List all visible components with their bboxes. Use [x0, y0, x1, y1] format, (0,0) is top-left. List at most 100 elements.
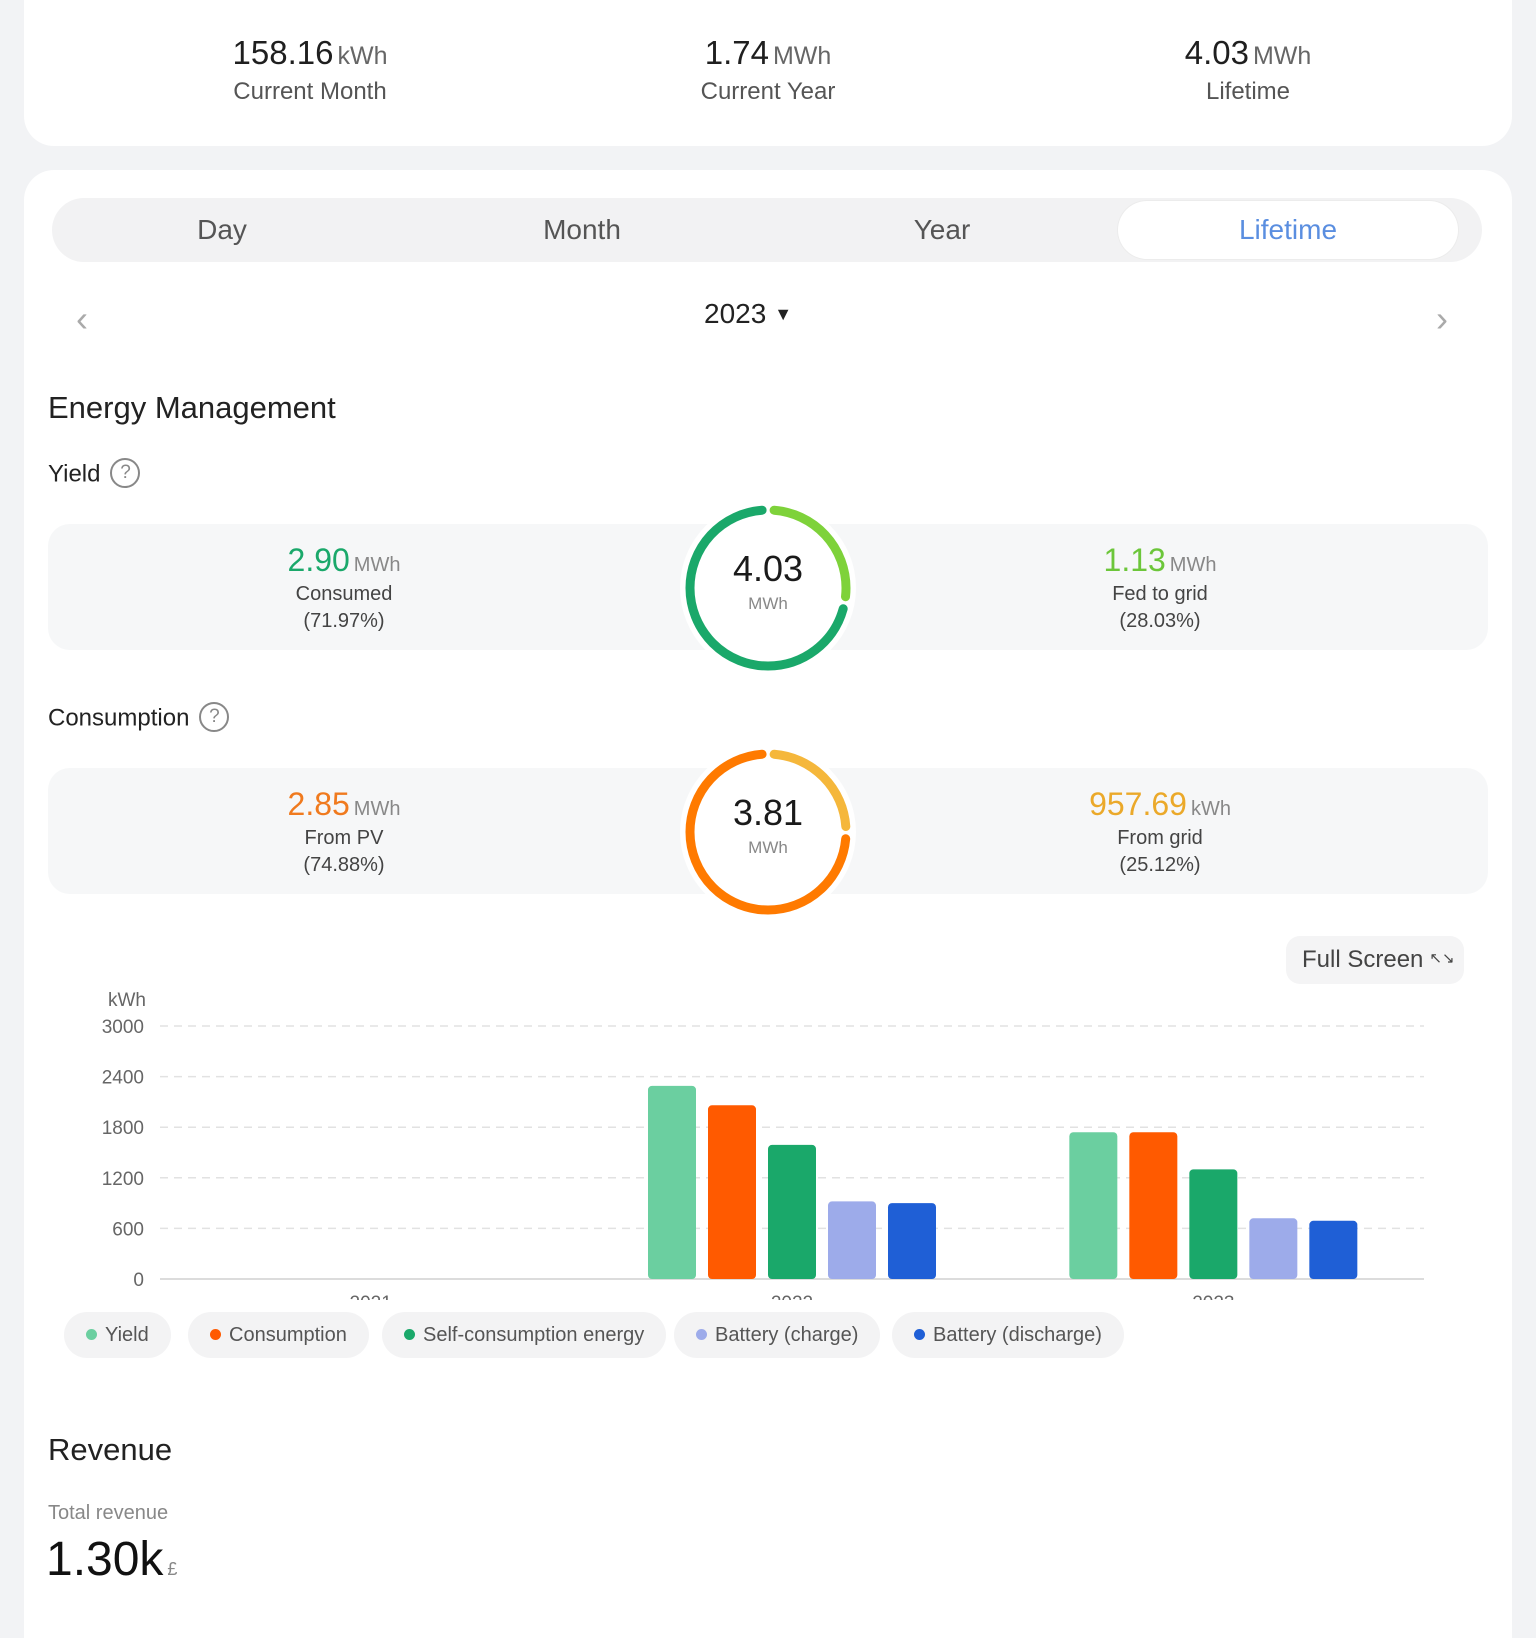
- bar-2023-4[interactable]: [1249, 1218, 1298, 1279]
- bar-2022-1[interactable]: [648, 1085, 696, 1279]
- yield-consumed-pct: (71.97%): [303, 610, 385, 632]
- full-screen-label: Full Screen: [1302, 946, 1424, 973]
- from-grid-label: From grid: [1117, 827, 1203, 849]
- main-card: Day Month Year Lifetime ‹ 2023 ▼ › Energy…: [24, 170, 1512, 1638]
- yield-fed-pct: (28.03%): [1119, 610, 1201, 632]
- energy-bar-chart: kWh 0 600 1200 1800 2400 3000 2021 2022 2023: [102, 990, 1424, 1300]
- caret-down-icon: ▼: [774, 304, 793, 324]
- consumption-from-pv: 2.85 MWh From PV (74.88%): [144, 786, 544, 877]
- tab-lifetime[interactable]: Lifetime: [1118, 201, 1458, 259]
- year-dropdown[interactable]: 2023 ▼: [704, 298, 792, 330]
- stat-label: Current Month: [233, 78, 387, 105]
- y-tick-label: 2400: [102, 1068, 144, 1089]
- chevron-right-icon[interactable]: ›: [1436, 298, 1448, 339]
- bar-2022-4[interactable]: [828, 1201, 876, 1279]
- stat-value: 158.16: [232, 34, 334, 71]
- donut-segment-right: [685, 505, 851, 671]
- chevron-left-icon[interactable]: ‹: [76, 298, 88, 339]
- legend-label: Yield: [105, 1324, 149, 1346]
- yield-fed-value: 1.13: [1103, 542, 1166, 578]
- tab-year[interactable]: Year: [913, 214, 971, 245]
- yield-fed-unit: MWh: [1169, 554, 1217, 576]
- revenue-title: Revenue: [48, 1432, 173, 1467]
- yield-donut-ring: [680, 500, 856, 676]
- energy-management-title: Energy Management: [48, 390, 336, 425]
- stat-lifetime[interactable]: 4.03 MWh Lifetime: [1088, 34, 1408, 106]
- summary-card: 158.16 kWh Current Month 1.74 MWh Current …: [24, 0, 1512, 146]
- yield-fed-to-grid: 1.13 MWh Fed to grid (28.03%): [960, 542, 1360, 633]
- legend-battery-charge[interactable]: Battery (charge): [674, 1312, 881, 1358]
- legend-label: Battery (discharge): [933, 1324, 1102, 1346]
- consumption-from-grid: 957.69 kWh From grid (25.12%): [960, 786, 1360, 877]
- help-icon[interactable]: ?: [199, 702, 230, 732]
- legend-battery-discharge[interactable]: Battery (discharge): [892, 1312, 1124, 1358]
- consumption-total-value: 3.81: [732, 792, 804, 833]
- yield-donut-center: 4.03 MWh: [678, 548, 858, 614]
- stat-current-year[interactable]: 1.74 MWh Current Year: [608, 34, 928, 106]
- revenue-amount: 1.30k: [46, 1533, 164, 1586]
- from-pv-label: From PV: [304, 827, 384, 849]
- legend-dot: [696, 1329, 707, 1340]
- legend-label: Consumption: [229, 1324, 347, 1346]
- bar-2022-5[interactable]: [888, 1203, 936, 1279]
- stat-label: Current Year: [700, 78, 836, 105]
- yield-donut: 4.03 MWh: [678, 498, 858, 678]
- bar-2023-2[interactable]: [1129, 1132, 1178, 1279]
- revenue-currency: £: [167, 1559, 178, 1579]
- yield-consumed: 2.90 MWh Consumed (71.97%): [144, 542, 544, 633]
- legend-yield[interactable]: Yield: [64, 1312, 171, 1358]
- yield-total-unit: MWh: [748, 594, 788, 613]
- expand-icon: ↖↘: [1429, 950, 1455, 967]
- stat-value: 4.03: [1184, 34, 1249, 71]
- yield-consumed-label: Consumed: [295, 583, 393, 605]
- yield-consumed-unit: MWh: [353, 554, 401, 576]
- tab-month[interactable]: Month: [543, 214, 621, 245]
- stat-label: Lifetime: [1205, 78, 1291, 105]
- legend-self-consumption[interactable]: Self-consumption energy: [382, 1312, 667, 1358]
- y-tick-label: 1800: [102, 1118, 144, 1139]
- donut-segment-left: [685, 749, 851, 915]
- y-tick-label: 600: [112, 1219, 144, 1240]
- consumption-donut-ring: [680, 744, 856, 920]
- yield-label: Yield: [48, 460, 101, 488]
- full-screen-button[interactable]: Full Screen ↖↘: [1286, 936, 1464, 984]
- consumption-donut-center: 3.81 MWh: [678, 792, 858, 858]
- help-icon[interactable]: ?: [110, 458, 141, 488]
- from-grid-unit: kWh: [1190, 798, 1231, 820]
- bar-2022-2[interactable]: [708, 1105, 756, 1279]
- consumption-label: Consumption: [48, 704, 190, 732]
- yield-heading: Yield?: [48, 458, 141, 490]
- bar-2023-5[interactable]: [1309, 1220, 1358, 1279]
- y-tick-label: 3000: [102, 1017, 144, 1038]
- legend-dot: [210, 1329, 221, 1340]
- bar-2023-3[interactable]: [1189, 1169, 1238, 1279]
- legend-consumption[interactable]: Consumption: [188, 1312, 369, 1358]
- legend-dot: [86, 1329, 97, 1340]
- legend-label: Battery (charge): [715, 1324, 859, 1346]
- from-pv-unit: MWh: [353, 798, 401, 820]
- bar-2023-1[interactable]: [1069, 1132, 1118, 1279]
- total-revenue-label: Total revenue: [48, 1502, 169, 1524]
- consumption-donut: 3.81 MWh: [678, 742, 858, 922]
- consumption-heading: Consumption?: [48, 702, 230, 734]
- legend-dot: [404, 1329, 415, 1340]
- consumption-total-unit: MWh: [748, 838, 788, 857]
- bar-2022-3[interactable]: [768, 1144, 816, 1279]
- stat-unit: kWh: [337, 42, 388, 70]
- stat-current-month[interactable]: 158.16 kWh Current Month: [150, 34, 470, 106]
- stat-value: 1.74: [704, 34, 769, 71]
- from-pv-value: 2.85: [287, 786, 350, 822]
- from-grid-pct: (25.12%): [1119, 854, 1201, 876]
- donut-segment-left: [685, 505, 851, 671]
- yield-fed-label: Fed to grid: [1112, 583, 1208, 605]
- x-tick-label: 2021: [350, 1293, 392, 1300]
- stat-unit: MWh: [772, 42, 832, 70]
- total-revenue-value: 1.30k £: [46, 1532, 177, 1587]
- x-tick-label: 2023: [1192, 1293, 1234, 1300]
- yield-consumed-value: 2.90: [287, 542, 350, 578]
- period-tabs: Day Month Year Lifetime: [52, 198, 1482, 262]
- tab-day[interactable]: Day: [197, 214, 247, 245]
- legend-label: Self-consumption energy: [423, 1324, 645, 1346]
- donut-bg: [680, 744, 856, 920]
- y-tick-label: 0: [133, 1270, 144, 1291]
